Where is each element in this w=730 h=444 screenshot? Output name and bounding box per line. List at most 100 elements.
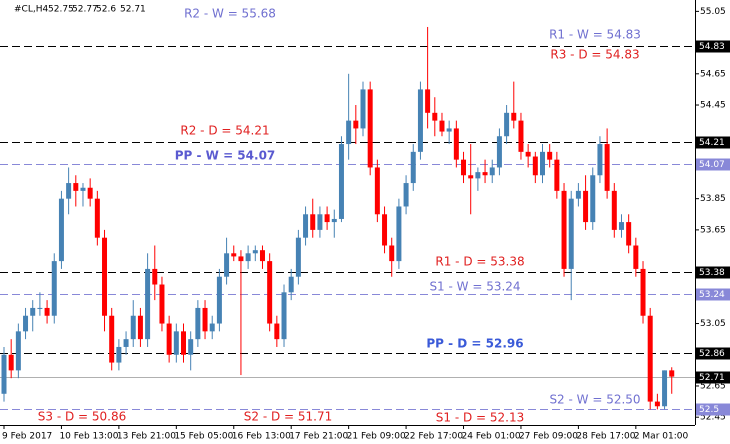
- candle-body: [511, 112, 517, 121]
- candle-body: [331, 218, 337, 223]
- header-value: 52.71: [120, 5, 146, 15]
- header-value: 52.77: [72, 5, 98, 15]
- x-tick-label: 27 Feb 09:00: [519, 432, 578, 442]
- candle-body: [80, 187, 86, 191]
- level-tag-label: 52.86: [699, 349, 725, 359]
- y-tick-label: 53.65: [700, 225, 726, 235]
- header-value: 52.6: [96, 5, 116, 15]
- candle-body: [518, 120, 524, 152]
- candle-body: [439, 120, 445, 132]
- level-tag-label: 52.71: [699, 373, 725, 383]
- level-tag-label: 52.5: [699, 405, 719, 415]
- candle-body: [259, 250, 265, 262]
- level-annotation: S2 - W = 52.50: [549, 393, 640, 407]
- candle-body: [231, 253, 237, 257]
- candle-body: [367, 89, 373, 168]
- level-annotation: S1 - D = 52.13: [436, 411, 525, 425]
- level-tag: [696, 288, 730, 301]
- candle-body: [353, 120, 359, 129]
- candle-body: [504, 112, 510, 137]
- y-tick-label: 54.65: [700, 69, 726, 79]
- x-tick-label: 22 Feb 17:00: [404, 432, 463, 442]
- candle-body: [525, 151, 531, 157]
- candle-body: [209, 323, 215, 332]
- candle-body: [66, 183, 72, 199]
- candle-body: [15, 331, 21, 371]
- x-tick-label: 13 Feb 21:00: [117, 432, 176, 442]
- level-tag-label: 54.21: [699, 138, 725, 148]
- candle-body: [489, 167, 495, 176]
- candle-body: [102, 237, 108, 316]
- candle-body: [561, 190, 567, 269]
- candle-body: [173, 331, 179, 355]
- candle-body: [475, 172, 481, 179]
- candle-body: [640, 268, 646, 316]
- candle-body: [417, 89, 423, 152]
- level-annotation: S1 - W = 53.24: [429, 280, 520, 294]
- candle-body: [590, 175, 596, 223]
- header-value: 52.75: [48, 5, 74, 15]
- candle-body: [310, 214, 316, 230]
- x-tick-label: 10 Feb 13:00: [59, 432, 118, 442]
- candle-body: [396, 206, 402, 262]
- candle-body: [281, 292, 287, 340]
- level-tag-label: 53.38: [699, 268, 725, 278]
- candle-body: [238, 256, 244, 262]
- y-tick-label: 53.05: [700, 319, 726, 329]
- candle-body: [583, 190, 589, 223]
- candle-body: [317, 214, 323, 230]
- level-annotation: R2 - W = 55.68: [184, 7, 276, 21]
- candle-body: [123, 339, 129, 347]
- candle-body: [468, 175, 474, 179]
- candle-body: [654, 401, 660, 407]
- candle-body: [547, 151, 553, 160]
- level-annotation: R3 - D = 54.83: [550, 48, 639, 62]
- candle-body: [410, 151, 416, 184]
- candle-body: [496, 136, 502, 168]
- candle-body: [532, 156, 538, 176]
- candle-body: [324, 214, 330, 223]
- candle-body: [432, 112, 438, 121]
- candle-body: [159, 284, 165, 324]
- candle-body: [137, 315, 143, 340]
- candle-body: [8, 354, 14, 371]
- candle-body: [252, 250, 258, 254]
- y-tick-label: 54.45: [700, 101, 726, 111]
- candle-body: [453, 128, 459, 160]
- candle-body: [37, 307, 43, 309]
- candle-body: [618, 222, 624, 230]
- y-tick-label: 52.45: [700, 413, 726, 423]
- candle-body: [303, 214, 309, 238]
- y-tick-label: 55.05: [700, 7, 726, 17]
- candle-body: [389, 245, 395, 262]
- candle-body: [188, 339, 194, 355]
- candle-body: [633, 245, 639, 269]
- level-annotation: S2 - D = 51.71: [244, 410, 333, 424]
- candle-body: [195, 307, 201, 340]
- level-tag: [696, 158, 730, 171]
- candle-body: [87, 187, 93, 199]
- candle-body: [647, 315, 653, 402]
- level-tag: [696, 347, 730, 360]
- candle-body: [446, 128, 452, 132]
- x-tick-label: 28 Feb 17:00: [576, 432, 635, 442]
- x-tick-label: 15 Feb 05:00: [174, 432, 233, 442]
- candle-body: [382, 214, 388, 246]
- candle-body: [181, 331, 186, 355]
- y-tick-label: 52.65: [700, 381, 726, 391]
- candle-body: [403, 183, 409, 207]
- candle-body: [73, 183, 79, 191]
- candle-body: [611, 190, 617, 230]
- y-tick-label: 53.85: [700, 194, 726, 204]
- level-annotation: S3 - D = 50.86: [38, 410, 127, 424]
- candle-body: [130, 315, 136, 340]
- candle-body: [109, 315, 115, 363]
- candle-body: [274, 323, 280, 340]
- candle-body: [669, 370, 675, 377]
- candle-body: [374, 167, 380, 215]
- level-annotation: R1 - D = 53.38: [435, 255, 524, 269]
- candle-body: [482, 172, 488, 176]
- candle-body: [540, 151, 545, 176]
